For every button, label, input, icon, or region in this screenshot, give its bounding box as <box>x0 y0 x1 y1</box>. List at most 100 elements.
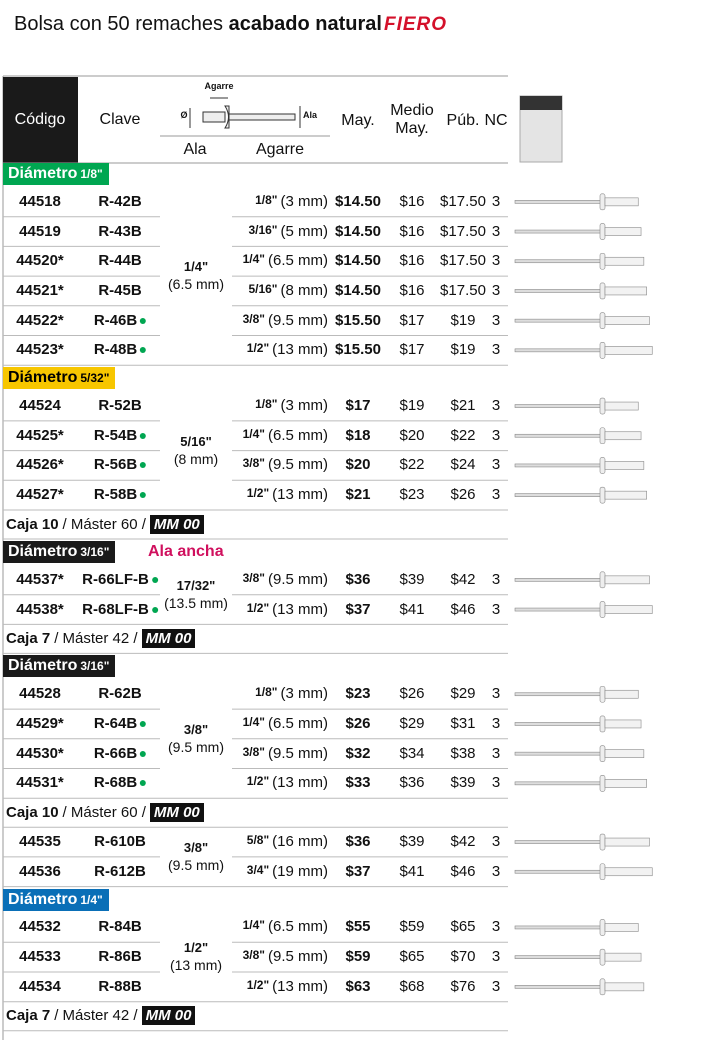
clave-text: R-612B <box>94 862 146 880</box>
code: 44532 <box>19 918 61 936</box>
price-medio: $41 <box>399 600 425 618</box>
clave: R-612B <box>94 864 146 879</box>
price-medio: $16 <box>399 252 425 270</box>
code: 44531* <box>16 774 64 792</box>
clave-text: R-62B <box>98 685 142 703</box>
price-medio: $20 <box>399 426 425 444</box>
code: 44523* <box>16 341 64 359</box>
diagram-shank <box>202 111 226 123</box>
price-pub: $17.50 <box>440 281 486 299</box>
clave: R-52B <box>98 398 141 413</box>
nc: 3 <box>491 426 501 444</box>
agarre-fraction: 3/8" <box>242 744 265 759</box>
clave-text: R-45B <box>98 281 142 299</box>
clave-text: R-46B <box>93 311 138 329</box>
price-may: $14.50 <box>335 222 381 240</box>
ala-mm: (9.5 mm) <box>168 856 224 873</box>
rivet-head <box>599 282 606 300</box>
agarre: 1/8" (3 mm) <box>255 194 328 209</box>
note-box: Caja 10 <box>6 515 59 533</box>
rivet-head <box>599 312 606 329</box>
product-photo <box>519 95 563 163</box>
price-medio: $68 <box>399 977 425 995</box>
clave: R-45B <box>98 283 141 298</box>
price-medio: $16 <box>399 192 425 210</box>
nc: 3 <box>491 977 501 995</box>
agarre-fraction: 1/8" <box>255 397 278 412</box>
rivet-shank <box>604 837 650 847</box>
ala-mm: (8 mm) <box>173 450 219 467</box>
clave: R-610B <box>94 834 146 849</box>
header-clave: Clave <box>99 111 141 128</box>
diagram-ala: Ala <box>303 110 318 120</box>
header-ala: Ala <box>183 141 207 158</box>
header-nc: NC <box>484 112 508 129</box>
title-bold: acabado natural <box>228 13 382 35</box>
rivet-shank <box>604 689 639 699</box>
code-header-cell <box>3 77 78 163</box>
rivet-shank <box>604 256 645 266</box>
price-pub: $70 <box>450 948 476 966</box>
clave-text: R-58B <box>93 486 138 504</box>
clave: R-42B <box>98 194 141 209</box>
diagram-dia: Ø <box>180 110 188 120</box>
agarre: 3/4" (19 mm) <box>247 864 328 879</box>
rivet-shank <box>604 605 653 614</box>
price-pub: $17.50 <box>440 222 486 240</box>
agarre: 1/4" (6.5 mm) <box>243 919 328 934</box>
agarre-fraction: 3/8" <box>242 311 265 326</box>
rivet-shank <box>604 749 645 758</box>
nc: 3 <box>491 222 501 240</box>
price-may: $36 <box>345 833 371 851</box>
section-heading: Diámetro 3/16" <box>3 655 116 678</box>
nc: 3 <box>491 341 501 359</box>
nc: 3 <box>491 192 501 210</box>
header-code: Código <box>14 111 66 128</box>
clave: R-68LF-B <box>82 602 158 617</box>
price-may: $63 <box>345 977 371 995</box>
clave: R-58B <box>93 486 147 504</box>
price-may: $23 <box>345 685 371 703</box>
photo-label <box>520 96 562 110</box>
title-plain: Bolsa con 50 remaches <box>14 13 224 35</box>
diagram-mandrel <box>228 113 296 121</box>
agarre-mm: (16 mm) <box>272 833 328 851</box>
note-tag: MM 00 <box>149 514 204 534</box>
section-heading: Diámetro 1/8" <box>3 163 109 185</box>
note-tag: MM 00 <box>141 628 196 648</box>
price-medio: $26 <box>399 685 425 703</box>
agarre: 1/4" (6.5 mm) <box>243 253 328 268</box>
price-medio: $29 <box>399 714 425 732</box>
rivet-shank <box>604 867 653 877</box>
agarre-mm: (6.5 mm) <box>268 252 328 270</box>
agarre: 3/8" (9.5 mm) <box>243 572 328 587</box>
code: 44538* <box>16 600 64 618</box>
box-note: Caja 10/ Máster 60 /MM 00 <box>6 514 204 534</box>
ala-fraction: 3/8" <box>183 839 209 855</box>
agarre-fraction: 3/4" <box>246 862 270 877</box>
price-pub: $39 <box>450 774 476 792</box>
green-dot <box>140 492 147 499</box>
agarre: 3/16" (5 mm) <box>248 224 328 239</box>
code: 44524 <box>19 397 61 415</box>
price-pub: $46 <box>450 600 476 618</box>
price-pub: $65 <box>450 918 476 936</box>
agarre: 1/8" (3 mm) <box>255 686 328 701</box>
price-medio: $39 <box>399 833 425 851</box>
agarre: 5/16" (8 mm) <box>248 283 328 298</box>
nc: 3 <box>491 948 501 966</box>
agarre-fraction: 3/8" <box>242 570 265 585</box>
price-may: $55 <box>345 918 371 936</box>
agarre-fraction: 5/16" <box>248 281 278 296</box>
note-master: / Máster 60 / <box>62 515 146 533</box>
code: 44536 <box>19 862 61 880</box>
price-medio: $17 <box>399 341 425 359</box>
price-medio: $34 <box>399 744 425 762</box>
price-pub: $42 <box>450 833 476 851</box>
clave: R-54B <box>94 428 147 443</box>
diagram-agarre: Agarre <box>204 81 234 91</box>
rivet-head <box>599 486 606 504</box>
price-medio: $65 <box>399 948 425 966</box>
agarre-mm: (8 mm) <box>280 281 329 299</box>
